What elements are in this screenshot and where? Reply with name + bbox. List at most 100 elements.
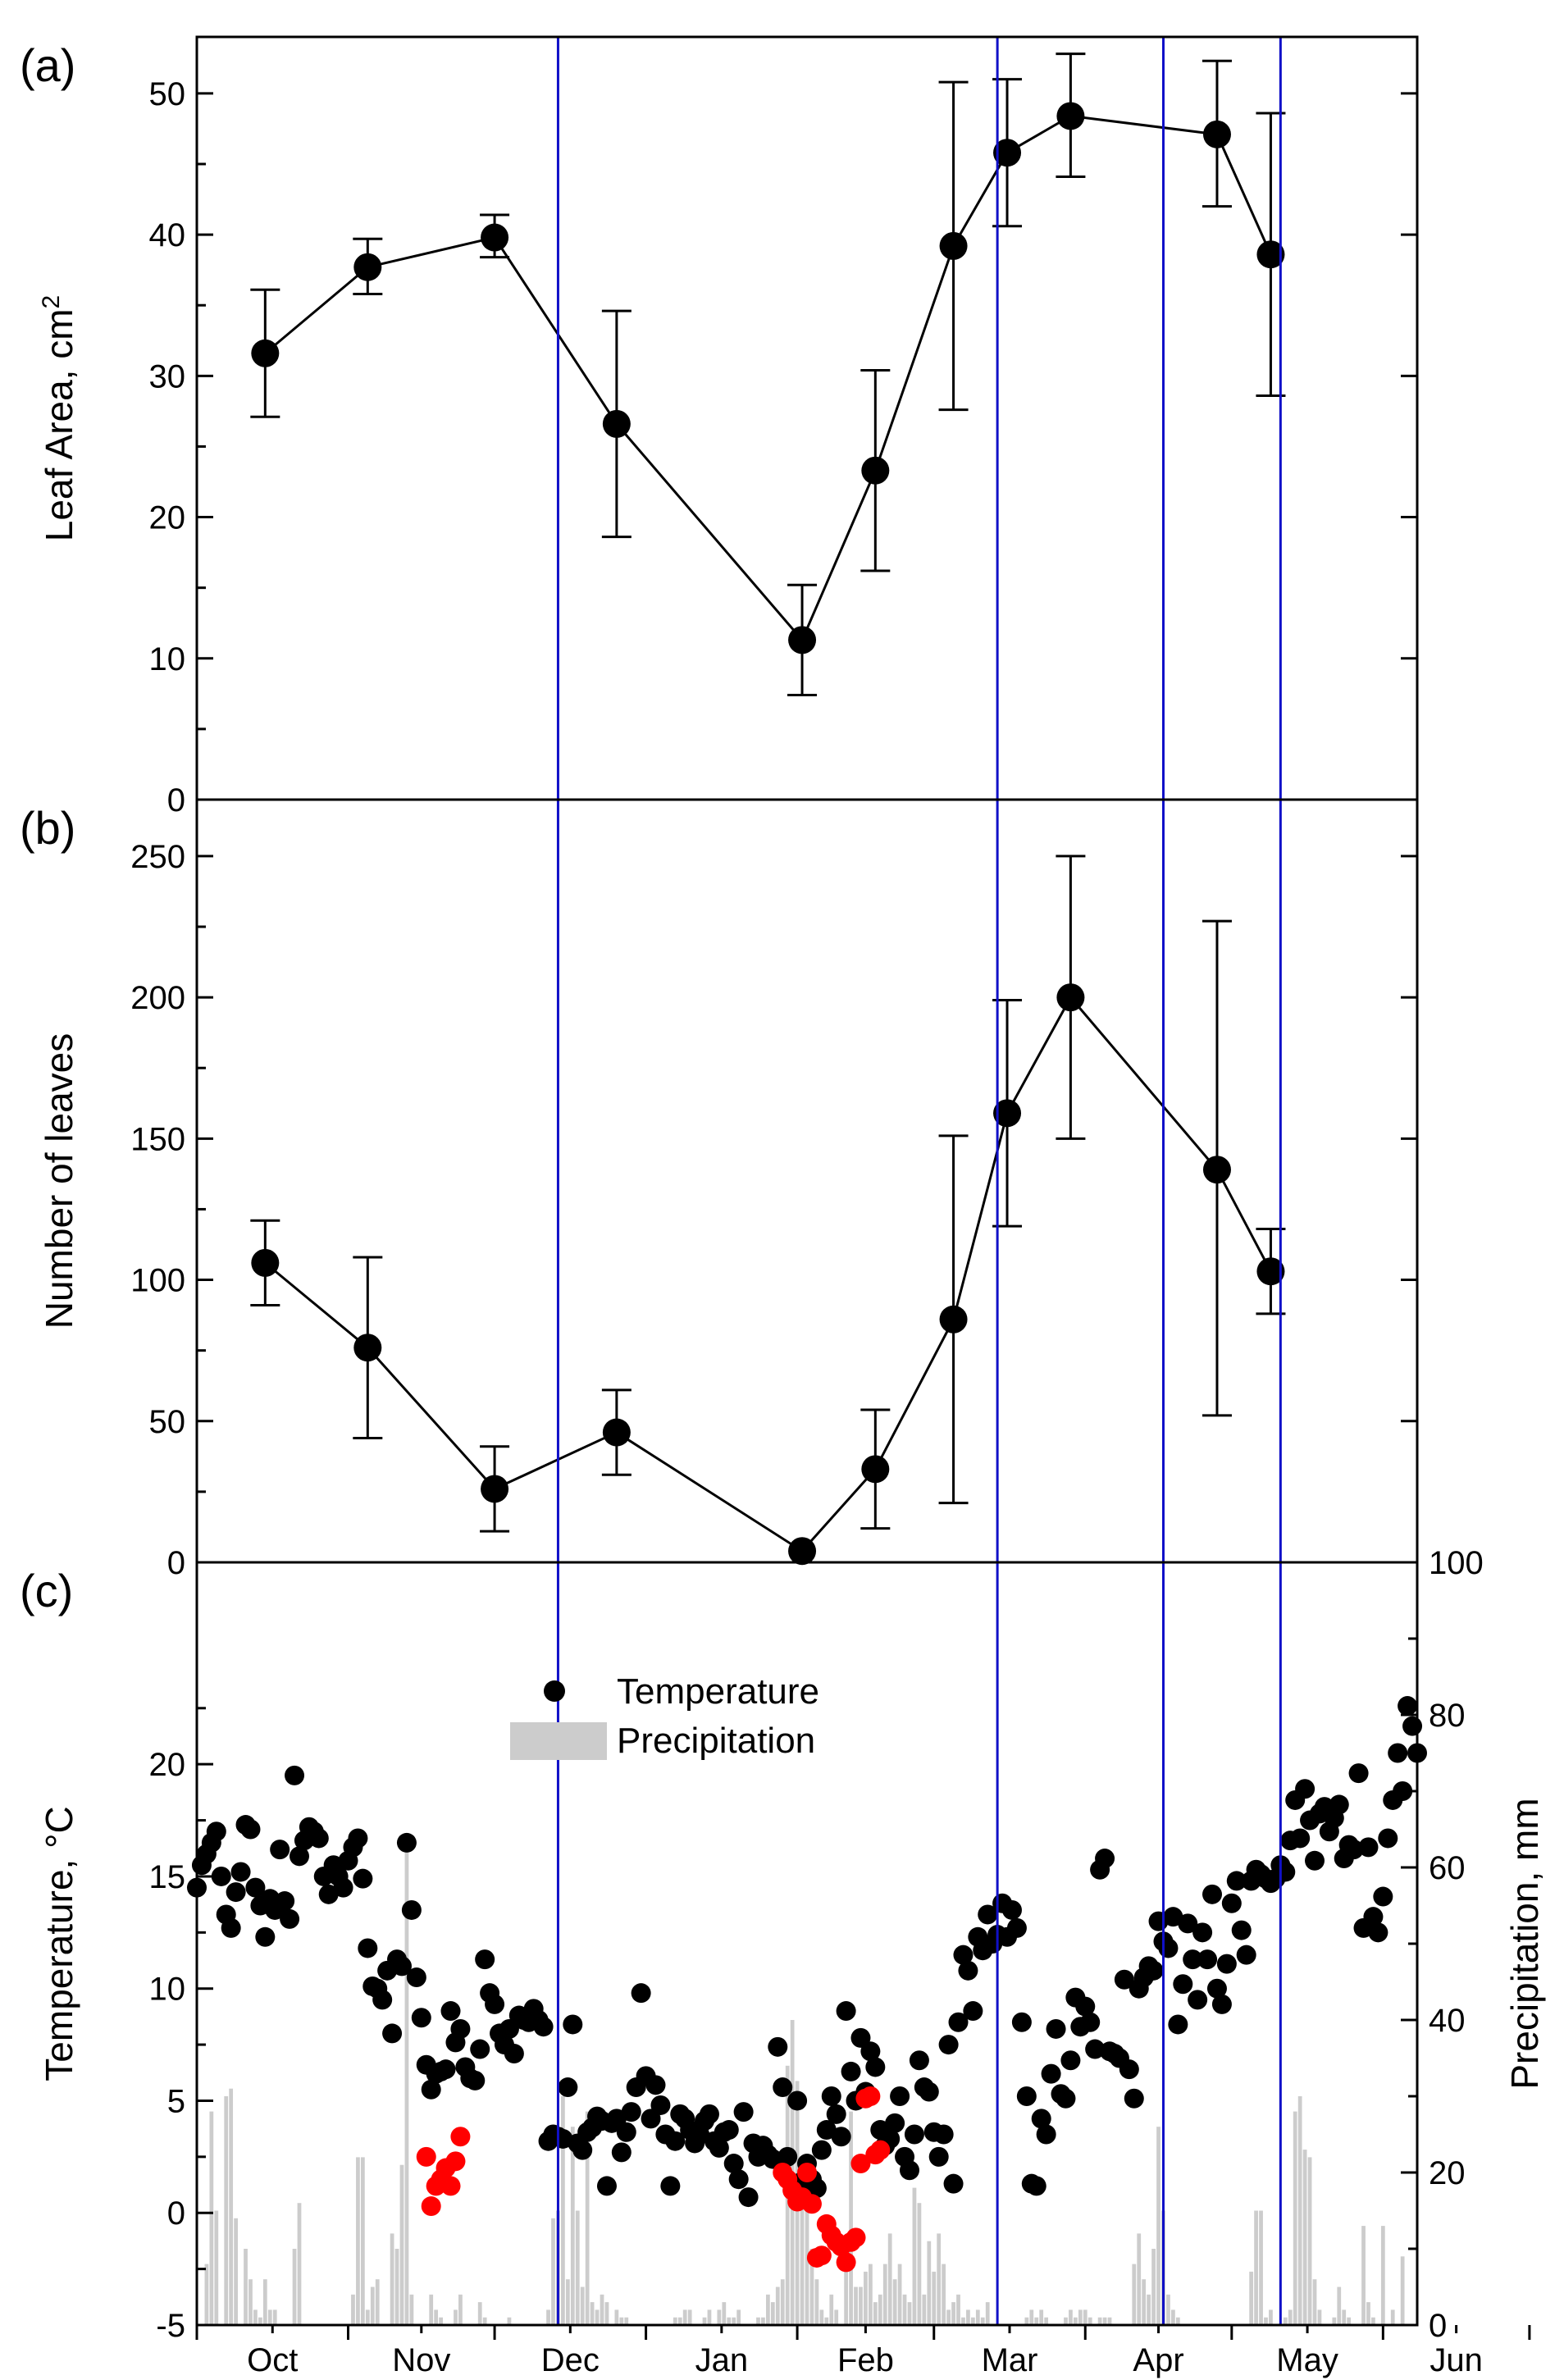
precipitation-bar [980, 2317, 985, 2325]
temperature-point [1329, 1794, 1349, 1815]
temperature-point [660, 2176, 681, 2196]
temperature-point [1343, 1840, 1364, 1860]
precipitation-bar [209, 2111, 214, 2325]
temperature-point [572, 2140, 593, 2160]
y-tick-label: 15 [149, 1859, 186, 1895]
temperature-point [963, 2001, 983, 2022]
temperature-point [1231, 1920, 1252, 1940]
precipitation-bar [844, 2249, 848, 2325]
temperature-point-cold [870, 2140, 891, 2160]
precipitation-bar [360, 2157, 365, 2325]
y-tick-label: 50 [149, 1404, 186, 1440]
precipitation-bar [975, 2309, 980, 2325]
temperature-point [1393, 1781, 1413, 1801]
temperature-point [1075, 1996, 1096, 2017]
legend-precipitation-label: Precipitation [617, 1721, 815, 1761]
temperature-point [1085, 2039, 1106, 2059]
precipitation-bar [864, 2271, 868, 2325]
precipitation-bar [1264, 2317, 1268, 2325]
temperature-point [1095, 1849, 1115, 1869]
temperature-point [821, 2086, 841, 2106]
y-tick-label: 20 [149, 500, 186, 536]
temperature-point [1158, 1938, 1179, 1958]
x-tick-label: May [1276, 2342, 1338, 2378]
precipitation-bar [1151, 2249, 1156, 2325]
precipitation-bar [458, 2294, 463, 2325]
precipitation-bar [624, 2317, 629, 2325]
x-tick-label: Apr [1133, 2342, 1183, 2378]
temperature-point [206, 1821, 226, 1842]
y-axis-title: Temperature, °C [38, 1806, 80, 2081]
data-point [353, 253, 382, 281]
temperature-point [768, 2036, 788, 2057]
panel-letter: (a) [20, 39, 75, 91]
precipitation-bar [1254, 2210, 1258, 2325]
precipitation-bar [834, 2309, 839, 2325]
temperature-point [1358, 1837, 1379, 1858]
precipitation-bar [775, 2287, 780, 2325]
precipitation-bar [907, 2302, 912, 2325]
data-point [481, 1475, 509, 1503]
precipitation-bar [809, 2249, 814, 2325]
precipitation-bar [727, 2317, 732, 2325]
precipitation-bar [951, 2302, 955, 2325]
temperature-point [899, 2160, 919, 2181]
temperature-point [1173, 1974, 1193, 1995]
temperature-point [806, 2178, 827, 2199]
temperature-point [211, 1866, 231, 1886]
temperature-point [928, 2146, 949, 2167]
precipitation-bar [1024, 2317, 1029, 2325]
temperature-point [226, 1882, 246, 1903]
y2-tick-label: 20 [1429, 2155, 1466, 2191]
temperature-point [391, 1956, 412, 1976]
temperature-point [611, 2142, 632, 2163]
precipitation-bar [1361, 2226, 1366, 2325]
x-tick-label: Feb [837, 2342, 894, 2378]
precipitation-bar [546, 2309, 550, 2325]
precipitation-bar [561, 2096, 565, 2325]
precipitation-bar [1142, 2279, 1147, 2325]
temperature-point [943, 2173, 964, 2194]
precipitation-bar [702, 2317, 707, 2325]
precipitation-bar [585, 2111, 590, 2325]
temperature-point [904, 2124, 924, 2145]
temperature-point [421, 2079, 441, 2100]
precipitation-bar [434, 2309, 439, 2325]
precipitation-bar [1337, 2287, 1342, 2325]
temperature-point [411, 2008, 431, 2028]
precipitation-bar [1307, 2157, 1312, 2325]
y-tick-label: 5 [167, 2083, 185, 2119]
temperature-point [787, 2090, 808, 2111]
temperature-point [1056, 2088, 1076, 2109]
precipitation-bar [1293, 2111, 1297, 2325]
temperature-point [1041, 2063, 1061, 2084]
temperature-point [777, 2146, 798, 2167]
precipitation-bar [717, 2309, 722, 2325]
precipitation-bar [868, 2264, 873, 2325]
temperature-point [270, 1840, 290, 1860]
temperature-point [773, 2077, 793, 2098]
temperature-point [1197, 1949, 1218, 1970]
precipitation-bar [1371, 2317, 1375, 2325]
temperature-point [1188, 1990, 1208, 2010]
temperature-point [948, 2012, 969, 2032]
precipitation-bar [565, 2279, 570, 2325]
precipitation-bar [409, 2294, 414, 2325]
temperature-point-cold [797, 2163, 817, 2182]
temperature-point [616, 2122, 636, 2142]
precipitation-bar [1297, 2096, 1302, 2325]
precipitation-bar [985, 2302, 990, 2325]
precipitation-bar [722, 2302, 727, 2325]
precipitation-bar [902, 2294, 907, 2325]
temperature-point [221, 1917, 241, 1938]
precipitation-bar [932, 2271, 937, 2325]
precipitation-bar [1156, 2127, 1160, 2325]
temperature-point [285, 1765, 305, 1785]
temperature-point [816, 2120, 837, 2141]
precipitation-bar [800, 2187, 805, 2325]
temperature-point [240, 1819, 261, 1840]
precipitation-bar [1097, 2317, 1102, 2325]
precipitation-bar [1078, 2309, 1083, 2325]
precipitation-bar [258, 2317, 262, 2325]
precipitation-bar [204, 2264, 209, 2325]
